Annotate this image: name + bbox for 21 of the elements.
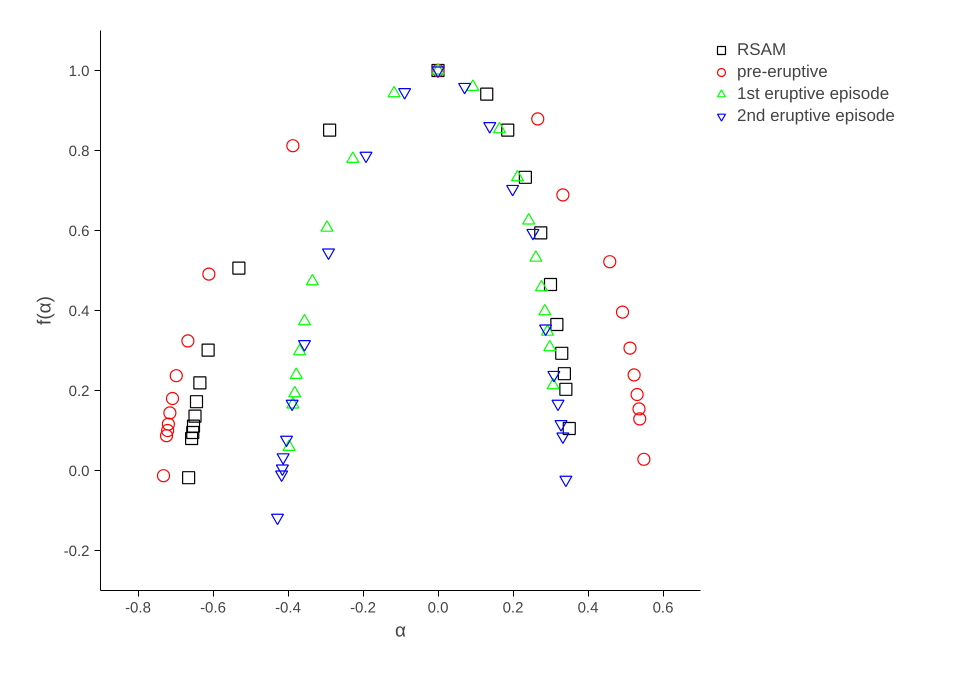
y-tick-label: 0.6 <box>68 223 90 240</box>
y-tick-label: 0.0 <box>68 463 90 480</box>
legend-label: RSAM <box>737 40 786 60</box>
y-tick-label: 0.8 <box>68 143 90 160</box>
legend-label: 1st eruptive episode <box>737 84 890 104</box>
y-tick-label: 0.2 <box>68 383 90 400</box>
x-tick-label: 0.4 <box>578 600 598 616</box>
y-tick-label: 1.0 <box>68 63 90 80</box>
legend-label: pre-eruptive <box>737 62 828 82</box>
y-tick-label: -0.2 <box>64 543 90 560</box>
y-tick-label: 0.4 <box>68 303 90 320</box>
x-axis-title: α <box>395 620 406 642</box>
x-tick-label: 0.2 <box>502 600 524 616</box>
y-axis-title: f(α) <box>34 296 56 325</box>
legend-label: 2nd eruptive episode <box>737 106 895 126</box>
x-tick-label: -0.4 <box>275 600 301 616</box>
x-tick-label: -0.8 <box>125 600 151 616</box>
x-tick-label: -0.6 <box>200 600 226 616</box>
x-tick-label: 0.0 <box>428 600 448 616</box>
x-tick-label: 0.6 <box>652 600 674 616</box>
x-tick-label: -0.2 <box>350 600 376 616</box>
